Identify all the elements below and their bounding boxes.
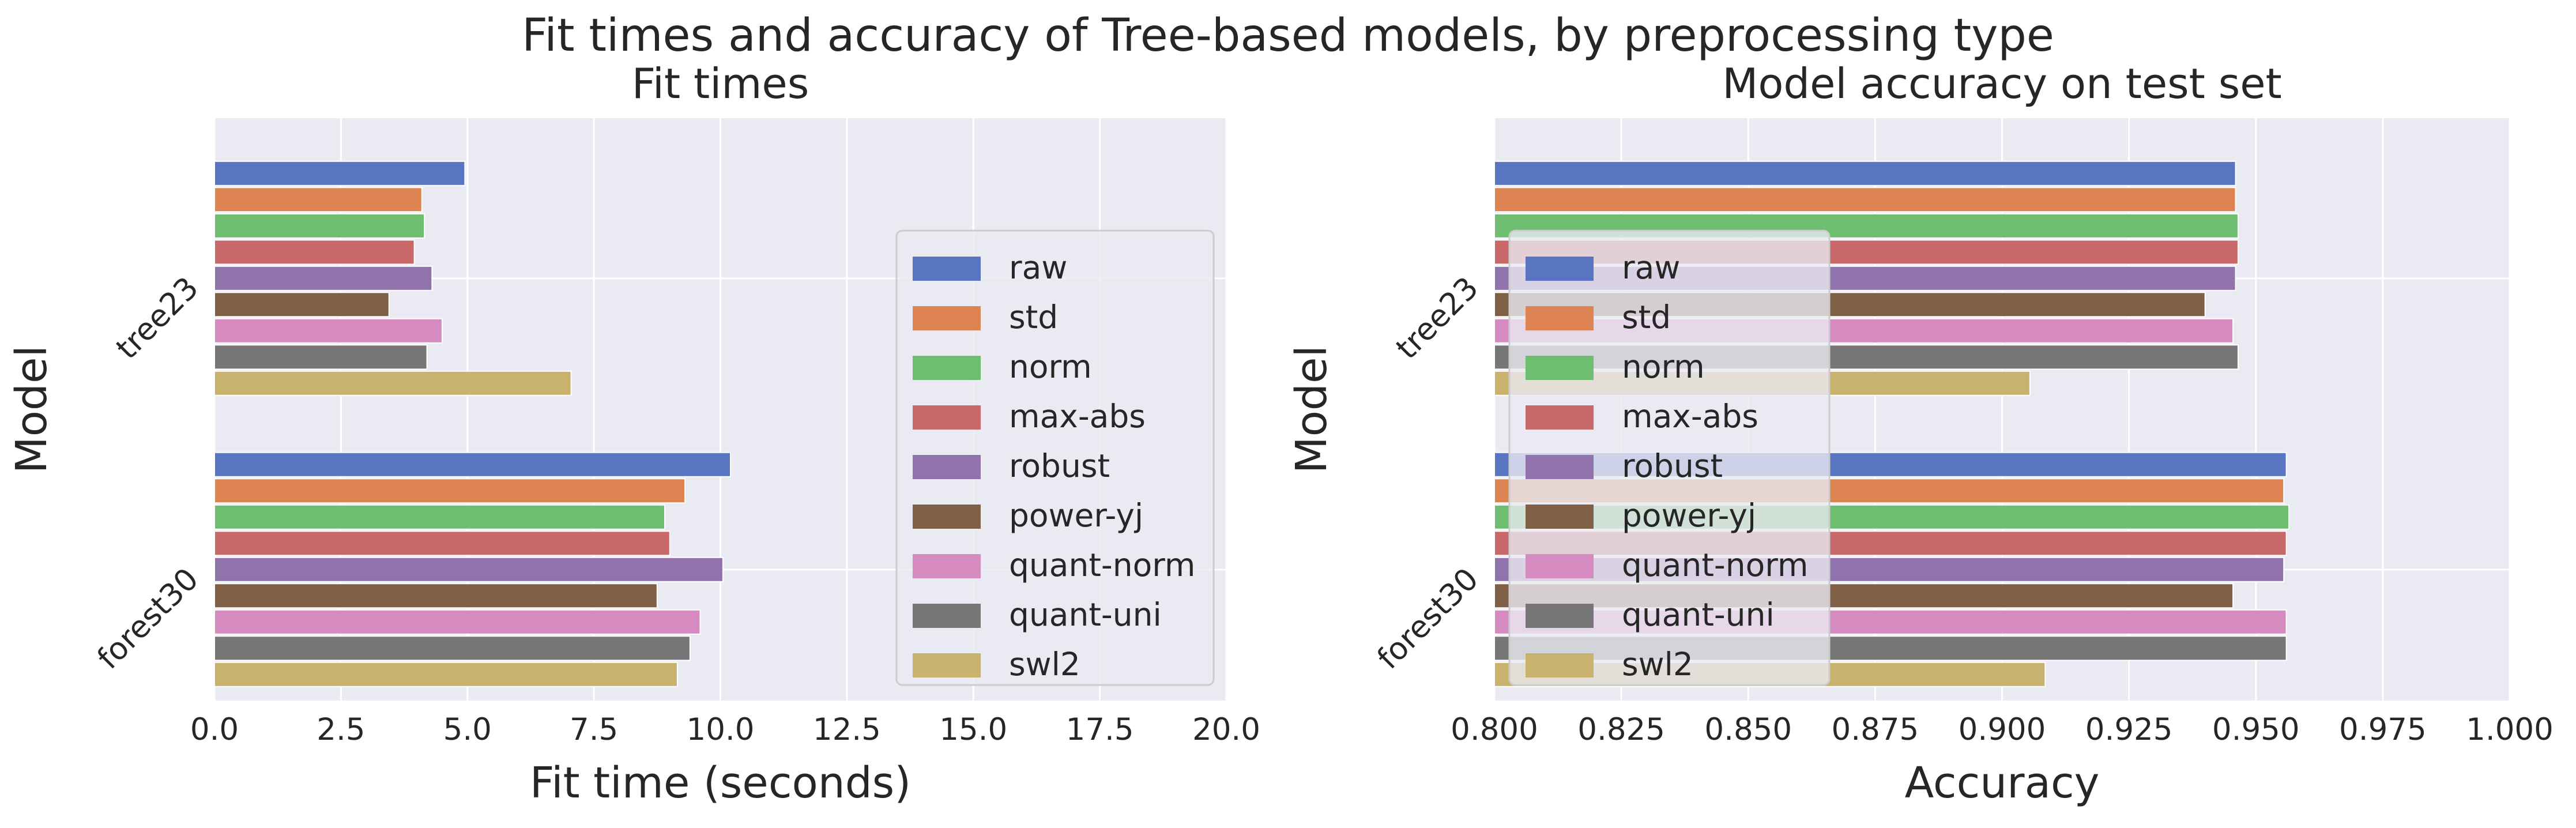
x-tick-label: 7.5 bbox=[570, 712, 618, 747]
bar-forest30-swl2 bbox=[214, 661, 678, 687]
bar-forest30-power-yj bbox=[214, 583, 658, 609]
y-tick-label-forest30: forest30 bbox=[1370, 562, 1485, 676]
legend-swatch-swl2 bbox=[1526, 653, 1594, 678]
legend-swatch-max-abs bbox=[1526, 405, 1594, 430]
x-axis-label: Accuracy bbox=[1905, 758, 2100, 808]
x-tick-label: 12.5 bbox=[813, 712, 881, 747]
figure-suptitle: Fit times and accuracy of Tree-based mod… bbox=[522, 10, 2054, 62]
bar-tree23-quant-uni bbox=[214, 344, 428, 370]
bar-forest30-norm bbox=[214, 504, 665, 530]
x-tick-label: 5.0 bbox=[443, 712, 492, 747]
x-tick-label: 0.875 bbox=[1832, 712, 1919, 747]
y-axis-label: Model bbox=[1287, 345, 1336, 473]
bar-tree23-power-yj bbox=[214, 292, 390, 318]
bar-tree23-robust bbox=[214, 265, 433, 291]
legend-swatch-swl2 bbox=[913, 653, 981, 678]
legend-label-robust: robust bbox=[1009, 447, 1110, 484]
x-tick-label: 0.825 bbox=[1577, 712, 1665, 747]
legend-label-std: std bbox=[1009, 299, 1058, 336]
y-axis-label: Model bbox=[7, 345, 57, 473]
x-tick-label: 0.0 bbox=[190, 712, 239, 747]
fit-times-panel: 0.0 2.5 5.0 7.5 10.0 12.5 15.0 17.5 20.0 tree23 fo… bbox=[7, 59, 1260, 808]
legend-label-quant-uni: quant-uni bbox=[1009, 596, 1162, 633]
legend-swatch-raw bbox=[1526, 257, 1594, 281]
legend-label-norm: norm bbox=[1009, 348, 1092, 385]
bar-tree23-swl2 bbox=[214, 370, 572, 396]
bar-tree23-max-abs bbox=[214, 239, 415, 265]
legend-swatch-quant-norm bbox=[913, 554, 981, 578]
legend-label-std: std bbox=[1622, 299, 1671, 336]
y-tick-label-forest30: forest30 bbox=[91, 562, 205, 676]
x-tick-label: 10.0 bbox=[686, 712, 754, 747]
legend-swatch-max-abs bbox=[913, 405, 981, 430]
legend-label-raw: raw bbox=[1009, 249, 1067, 286]
legend-label-quant-norm: quant-norm bbox=[1622, 547, 1808, 584]
x-tick-label: 0.900 bbox=[1959, 712, 2046, 747]
panel-title: Fit times bbox=[632, 59, 809, 108]
legend-swatch-norm bbox=[1526, 356, 1594, 380]
x-tick-label: 0.925 bbox=[2085, 712, 2173, 747]
x-axis-label: Fit time (seconds) bbox=[530, 758, 911, 808]
bar-forest30-quant-uni bbox=[214, 635, 691, 661]
legend-label-raw: raw bbox=[1622, 249, 1680, 286]
bar-tree23-quant-norm bbox=[214, 318, 443, 344]
legend-swatch-std bbox=[913, 306, 981, 330]
bar-tree23-std bbox=[214, 187, 423, 213]
legend-label-power-yj: power-yj bbox=[1009, 497, 1143, 534]
legend-label-power-yj: power-yj bbox=[1622, 497, 1756, 534]
legend-swatch-robust bbox=[1526, 455, 1594, 479]
bar-tree23-raw bbox=[1494, 160, 2236, 186]
legend-label-robust: robust bbox=[1622, 447, 1723, 484]
x-tick-label: 0.975 bbox=[2339, 712, 2427, 747]
legend-swatch-quant-norm bbox=[1526, 554, 1594, 578]
x-tick-label: 20.0 bbox=[1192, 712, 1260, 747]
legend-label-max-abs: max-abs bbox=[1009, 398, 1146, 435]
bar-tree23-norm bbox=[1494, 213, 2239, 239]
bar-tree23-norm bbox=[214, 213, 425, 239]
legend-swatch-norm bbox=[913, 356, 981, 380]
bar-tree23-raw bbox=[214, 160, 466, 186]
x-tick-label: 0.800 bbox=[1451, 712, 1538, 747]
legend: raw std norm max-abs robust power-yj quant-nor… bbox=[895, 229, 1215, 686]
legend-label-norm: norm bbox=[1622, 348, 1705, 385]
legend: raw std norm max-abs robust power-yj quant-nor… bbox=[1508, 229, 1831, 686]
accuracy-panel: 0.800 0.825 0.850 0.875 0.900 0.925 0.950 0.975… bbox=[1287, 59, 2554, 808]
legend-swatch-raw bbox=[913, 257, 981, 281]
legend-label-quant-uni: quant-uni bbox=[1622, 596, 1775, 633]
bar-forest30-quant-norm bbox=[214, 609, 701, 635]
legend-swatch-quant-uni bbox=[1526, 604, 1594, 628]
legend-swatch-std bbox=[1526, 306, 1594, 330]
legend-swatch-power-yj bbox=[913, 505, 981, 529]
legend-label-quant-norm: quant-norm bbox=[1009, 547, 1195, 584]
legend-swatch-quant-uni bbox=[913, 604, 981, 628]
bar-forest30-raw bbox=[214, 451, 732, 477]
x-tick-label: 1.000 bbox=[2466, 712, 2554, 747]
legend-swatch-power-yj bbox=[1526, 505, 1594, 529]
legend-swatch-robust bbox=[913, 455, 981, 479]
y-tick-label-tree23: tree23 bbox=[110, 270, 205, 366]
bar-forest30-robust bbox=[214, 556, 724, 582]
bar-tree23-std bbox=[1494, 187, 2236, 213]
bar-forest30-max-abs bbox=[214, 530, 671, 556]
x-tick-label: 15.0 bbox=[939, 712, 1007, 747]
legend-label-max-abs: max-abs bbox=[1622, 398, 1758, 435]
x-tick-label: 2.5 bbox=[317, 712, 365, 747]
x-tick-label: 0.850 bbox=[1704, 712, 1792, 747]
bar-forest30-std bbox=[214, 478, 686, 504]
legend-label-swl2: swl2 bbox=[1009, 646, 1080, 683]
panel-title: Model accuracy on test set bbox=[1722, 59, 2282, 108]
x-tick-label: 17.5 bbox=[1066, 712, 1134, 747]
x-tick-label: 0.950 bbox=[2212, 712, 2300, 747]
legend-label-swl2: swl2 bbox=[1622, 646, 1693, 683]
y-tick-label-tree23: tree23 bbox=[1389, 270, 1485, 366]
